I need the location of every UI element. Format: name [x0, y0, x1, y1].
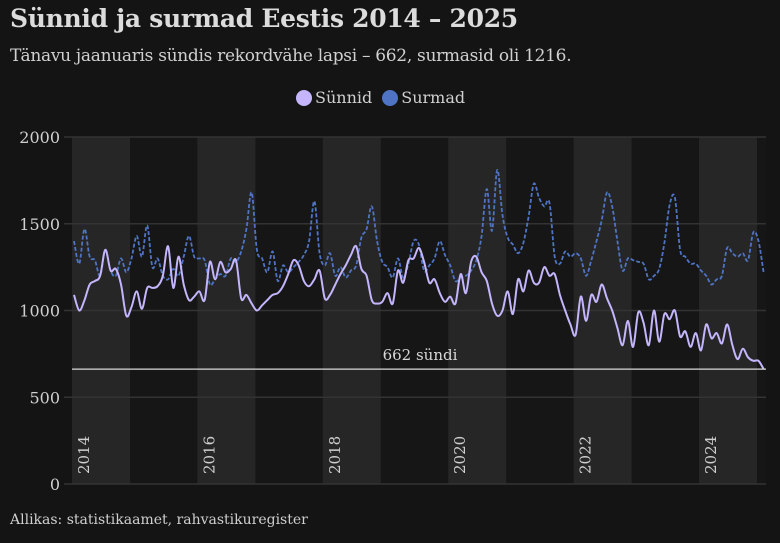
y-tick-label: 0: [50, 475, 60, 494]
legend-label-births: Sünnid: [315, 88, 373, 107]
x-tick-label: 2022: [577, 436, 595, 474]
chart-title: Sünnid ja surmad Eestis 2014 – 2025: [10, 4, 518, 33]
x-tick-label: 2024: [702, 436, 720, 474]
source-note: Allikas: statistikaamet, rahvastikuregis…: [10, 512, 308, 528]
births-line: [73, 244, 765, 370]
y-axis-ticks: 0 500 1000 1500 2000: [19, 128, 60, 494]
x-axis-ticks: 2014 2016 2018 2020 2022 2024: [75, 436, 720, 474]
annotation-label: 662 sündi: [383, 346, 458, 364]
series-lines: [73, 169, 765, 370]
x-tick-label: 2014: [75, 436, 93, 474]
y-tick-label: 2000: [19, 128, 60, 147]
y-tick-label: 1000: [19, 302, 60, 321]
y-tick-label: 500: [29, 388, 60, 407]
deaths-dot-icon: [382, 89, 399, 106]
legend-item-deaths[interactable]: Surmad: [382, 88, 465, 107]
legend-label-deaths: Surmad: [401, 88, 466, 107]
gridlines: [64, 136, 766, 485]
x-tick-label: 2018: [326, 436, 344, 474]
legend-item-births[interactable]: Sünnid: [296, 88, 372, 107]
births-dot-icon: [296, 89, 312, 106]
deaths-line: [73, 169, 765, 287]
x-tick-label: 2016: [200, 436, 218, 474]
legend: Sünnid Surmad: [296, 88, 471, 107]
chart-subtitle: Tänavu jaanuaris sündis rekordvähe lapsi…: [10, 46, 572, 66]
y-tick-label: 1500: [19, 215, 60, 234]
x-tick-label: 2020: [451, 436, 469, 474]
annotation-group: 662 sündi: [72, 346, 766, 370]
